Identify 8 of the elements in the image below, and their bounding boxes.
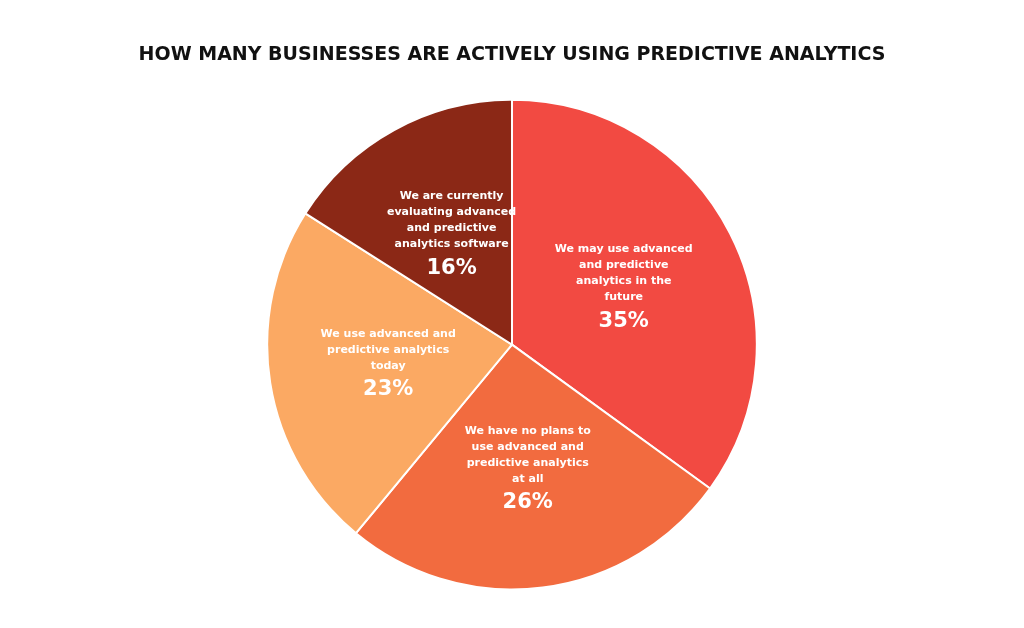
data-label: 26% (502, 489, 553, 514)
slice-label: We may use advanced and predictive analytics in the future (554, 242, 693, 304)
data-label: 16% (426, 254, 477, 279)
slice-label: We have no plans to use advanced and predictive analytics at all (464, 423, 592, 485)
data-label: 35% (598, 307, 649, 332)
data-label: 23% (363, 376, 414, 401)
slice-label: We use advanced and predictive analytics today (320, 326, 456, 372)
chart-title: HOW MANY BUSINESSES ARE ACTIVELY USING PREDICTIVE ANALYTICS (138, 41, 886, 64)
